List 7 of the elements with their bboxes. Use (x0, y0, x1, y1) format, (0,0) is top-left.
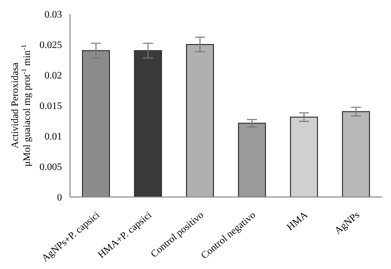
y-tick-label: 0.01 (44, 132, 62, 143)
y-tick-label: 0.015 (40, 101, 62, 112)
y-tick-label: 0.005 (40, 162, 62, 174)
y-tick-label: 0 (57, 192, 62, 204)
y-tick-label: 0.02 (44, 70, 62, 82)
y-tick-label: 0.025 (40, 40, 62, 52)
y-tick-label: 0.03 (44, 10, 62, 21)
